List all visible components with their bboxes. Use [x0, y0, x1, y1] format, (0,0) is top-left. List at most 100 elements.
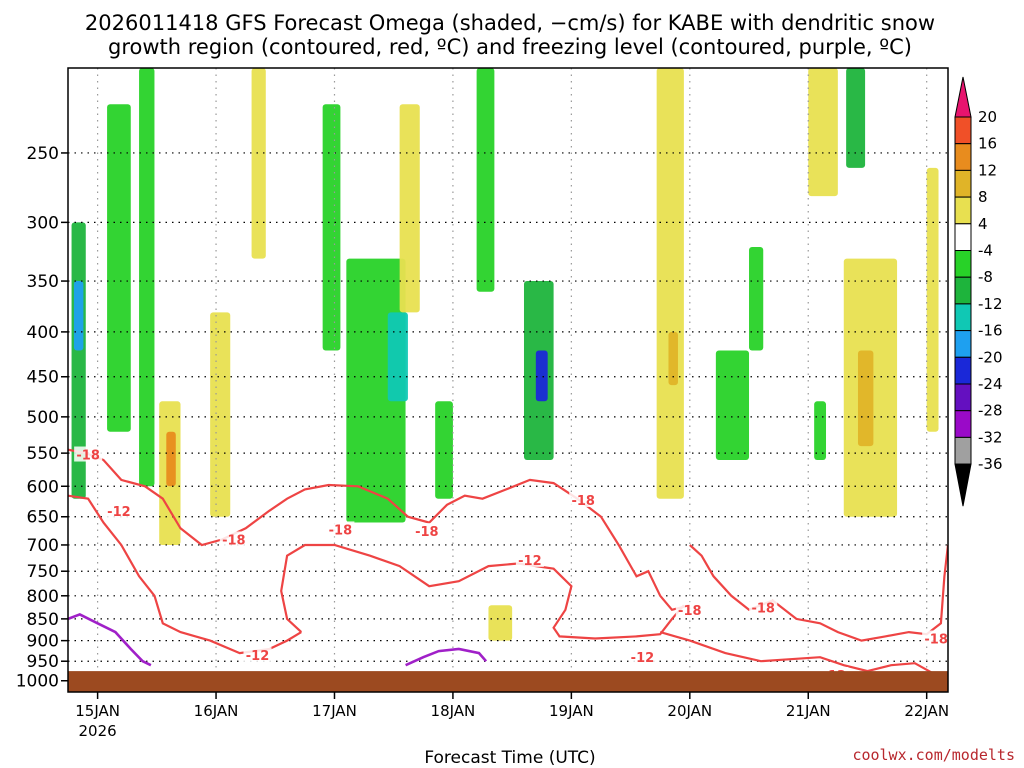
- y-tick-label-900: 900: [27, 632, 59, 652]
- colorbar-box-1: [954, 116, 972, 145]
- colorbar-box-11: [954, 383, 972, 412]
- colorbar-box-8: [954, 303, 972, 332]
- colorbar-label--4: -4: [978, 242, 993, 260]
- contour-label-0: -18: [76, 449, 100, 464]
- colorbar-box-3: [954, 169, 972, 198]
- colorbar-bottom-arrow: [954, 463, 972, 507]
- contour-label-bg-2: [219, 531, 248, 547]
- colorbar-box-12: [954, 410, 972, 438]
- omega-shade-13: [476, 68, 495, 292]
- colorbar-box-13: [954, 436, 972, 465]
- omega-shade-1: [73, 281, 84, 351]
- contour-label-12: -18: [924, 633, 948, 648]
- omega-shade-6: [210, 312, 231, 517]
- contour-label-6: -12: [518, 554, 542, 569]
- y-tick-label-850: 850: [27, 610, 59, 630]
- contour-label-7: -18: [571, 494, 595, 509]
- x-tick-label-15JAN: 15JAN: [75, 702, 120, 720]
- omega-shade-5: [166, 431, 176, 487]
- y-tick-label-800: 800: [27, 587, 59, 607]
- dgz-contour-3: [689, 544, 948, 642]
- contour-label-bg-12: [922, 630, 948, 646]
- omega-shade-12: [435, 401, 453, 499]
- contour-label-1: -12: [107, 505, 131, 520]
- y-tick-label-950: 950: [27, 652, 59, 672]
- freezing-contour-1: [405, 647, 488, 667]
- omega-shade-20: [749, 246, 764, 351]
- colorbar-label--20: -20: [978, 348, 1003, 366]
- omega-shade-10: [387, 312, 408, 402]
- colorbar-top-arrow: [954, 76, 972, 118]
- colorbar-label--8: -8: [978, 268, 993, 286]
- contour-label-2: -18: [222, 533, 246, 548]
- ground-surface: [68, 671, 948, 692]
- plot-area: -18-12-18-12-18-18-12-18-12-18-18-12-18: [67, 67, 949, 693]
- y-tick-label-1000: 1000: [16, 672, 59, 692]
- colorbar-box-9: [954, 330, 972, 358]
- y-tick-label-300: 300: [27, 213, 59, 233]
- omega-shade-3: [139, 68, 155, 487]
- colorbar-label-16: 16: [978, 135, 997, 153]
- contour-label-bg-5: [412, 523, 441, 539]
- omega-shade-26: [926, 167, 939, 432]
- x-axis: 15JAN 2026 16JAN 17JAN 18JAN 19JAN 20JAN 21JAN 2…: [75, 692, 949, 740]
- x-tick-label-20JAN: 20JAN: [667, 702, 712, 720]
- contour-label-bg-1: [104, 502, 133, 518]
- contour-label-bg-7: [569, 491, 598, 507]
- omega-shade-2: [107, 104, 131, 432]
- y-tick-label-450: 450: [27, 368, 59, 388]
- omega-shade-25: [857, 350, 874, 447]
- contour-label-bg-6: [515, 551, 544, 567]
- y-tick-label-500: 500: [27, 408, 59, 428]
- colorbar-box-7: [954, 276, 972, 305]
- contour-label-3: -12: [246, 649, 270, 664]
- dgz-contour-2: [280, 543, 685, 640]
- contour-label-bg-8: [628, 649, 657, 665]
- colorbar-label-4: 4: [978, 215, 988, 233]
- contour-label-5: -18: [415, 525, 439, 540]
- chart-title-line1: 2026011418 GFS Forecast Omega (shaded, −…: [85, 11, 935, 35]
- y-tick-label-550: 550: [27, 444, 59, 464]
- contour-label-bg-4: [326, 521, 355, 537]
- colorbar-box-10: [954, 356, 972, 385]
- contour-label-bg-9: [675, 601, 704, 617]
- colorbar-label--32: -32: [978, 428, 1003, 446]
- colorbar-label--12: -12: [978, 295, 1003, 313]
- dgz-contour-4: [659, 631, 948, 677]
- colorbar-box-4: [954, 196, 972, 225]
- colorbar-box-5: [954, 223, 972, 252]
- y-tick-label-750: 750: [27, 562, 59, 582]
- x-tick-label-17JAN: 17JAN: [312, 702, 357, 720]
- omega-shade-8: [322, 104, 341, 351]
- contour-label-bg-10: [749, 599, 778, 615]
- colorbar-box-2: [954, 143, 972, 171]
- omega-shade-19: [715, 350, 750, 460]
- omega-shade-7: [251, 68, 266, 259]
- omega-shade-21: [814, 401, 827, 460]
- y-tick-label-250: 250: [27, 144, 59, 164]
- colorbar-label-20: 20: [978, 108, 997, 126]
- y-tick-label-600: 600: [27, 477, 59, 497]
- plot-content: -18-12-18-12-18-18-12-18-12-18-18-12-18: [68, 68, 948, 692]
- omega-shade-15: [535, 350, 548, 402]
- colorbar-label-12: 12: [978, 161, 997, 179]
- colorbar-label--16: -16: [978, 322, 1003, 340]
- x-tick-label-21JAN: 21JAN: [786, 702, 831, 720]
- x-tick-sublabel-15JAN: 2026: [79, 722, 117, 740]
- contour-label-bg-0: [74, 446, 103, 462]
- colorbar: 20 16 12 8 4 -4 -8 -12 -16 -20 -24 -28 -32 -36: [954, 76, 1003, 507]
- omega-shade-22: [808, 68, 838, 197]
- plot-frame: [67, 67, 949, 693]
- freezing-contour-0: [68, 612, 152, 667]
- omega-shade-11: [399, 104, 420, 313]
- colorbar-label--24: -24: [978, 375, 1003, 393]
- colorbar-label--28: -28: [978, 402, 1003, 420]
- contour-label-10: -18: [751, 602, 775, 617]
- credit-text: coolwx.com/modelts: [852, 746, 1015, 764]
- colorbar-label-8: 8: [978, 188, 988, 206]
- contour-label-8: -12: [631, 651, 655, 666]
- x-tick-label-16JAN: 16JAN: [194, 702, 239, 720]
- omega-shade-23: [846, 68, 866, 168]
- contour-label-9: -18: [678, 604, 702, 619]
